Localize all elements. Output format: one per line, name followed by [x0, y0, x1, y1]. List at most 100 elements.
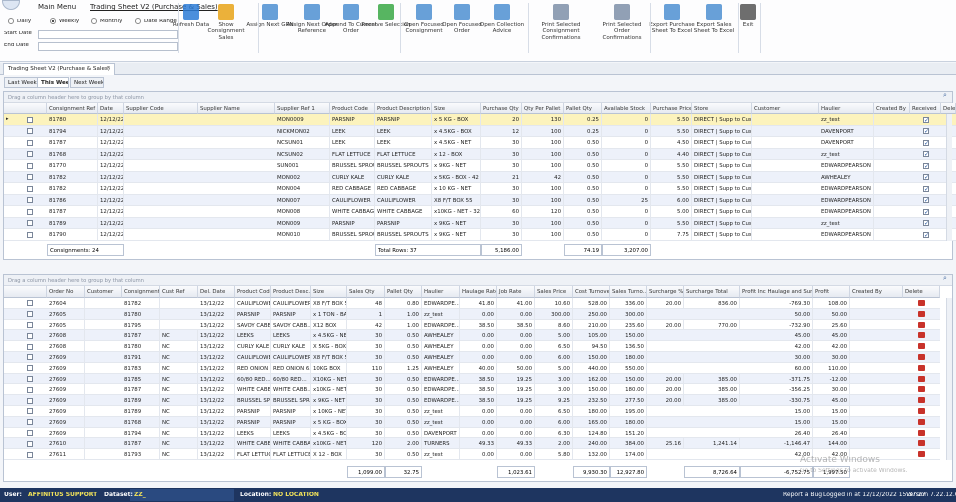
- toolbar-button[interactable]: Assign Next Order Reference: [286, 22, 338, 35]
- row-checkbox[interactable]: [27, 419, 33, 426]
- week-tab[interactable]: Next Week: [70, 77, 104, 88]
- column-header[interactable]: Sales Qty: [347, 286, 385, 298]
- column-header[interactable]: Consignment Ref: [47, 103, 98, 114]
- delete-icon[interactable]: [918, 418, 925, 425]
- grid-row[interactable]: [4, 330, 940, 342]
- received-checkbox[interactable]: ✓: [923, 116, 929, 123]
- column-header[interactable]: Surcharge Total: [684, 286, 740, 298]
- delete-icon[interactable]: [918, 321, 925, 328]
- toolbar-button[interactable]: Append To Current Order: [325, 22, 377, 35]
- row-checkbox[interactable]: [27, 451, 33, 458]
- button-icon[interactable]: [454, 4, 470, 20]
- button-icon[interactable]: [740, 4, 756, 20]
- radio[interactable]: [50, 18, 56, 24]
- week-tab[interactable]: Last Week: [4, 77, 38, 88]
- delete-icon[interactable]: [918, 343, 925, 350]
- delete-icon[interactable]: [918, 451, 925, 458]
- row-checkbox[interactable]: [27, 174, 33, 181]
- row-checkbox[interactable]: [27, 376, 33, 382]
- row-checkbox[interactable]: [27, 365, 33, 372]
- grid-row[interactable]: [4, 416, 940, 428]
- column-header[interactable]: Customer: [85, 286, 122, 298]
- grid-row[interactable]: [4, 438, 940, 450]
- column-header[interactable]: Created By: [874, 103, 910, 114]
- delete-icon[interactable]: [918, 397, 925, 404]
- column-header[interactable]: Purchase Price: [651, 103, 692, 114]
- status-text[interactable]: Report a Bug: [783, 492, 823, 498]
- column-header[interactable]: Sales Turno...: [610, 286, 647, 298]
- column-header[interactable]: Haulier: [819, 103, 874, 114]
- row-checkbox[interactable]: [27, 332, 33, 339]
- delete-icon[interactable]: [918, 429, 925, 436]
- received-checkbox[interactable]: ✓: [923, 185, 929, 192]
- toolbar-button[interactable]: Open Focused Order: [442, 22, 482, 35]
- button-icon[interactable]: [494, 4, 510, 20]
- button-icon[interactable]: [183, 4, 199, 20]
- column-header[interactable]: Supplier Code: [124, 103, 198, 114]
- received-checkbox[interactable]: ✓: [923, 220, 929, 226]
- column-header[interactable]: Customer: [752, 103, 819, 114]
- row-checkbox[interactable]: [27, 128, 33, 135]
- grid-row[interactable]: [4, 308, 940, 320]
- toolbar-button[interactable]: Open Collection Advice: [479, 22, 525, 35]
- menu-tab[interactable]: Main Menu: [38, 4, 77, 11]
- row-checkbox[interactable]: [27, 231, 33, 238]
- grid-row[interactable]: [4, 406, 940, 417]
- column-header[interactable]: Consignment: [122, 286, 160, 298]
- column-header[interactable]: Cost Turnover: [573, 286, 610, 298]
- row-checkbox[interactable]: [27, 343, 33, 350]
- column-header[interactable]: Dele: [941, 103, 956, 114]
- received-checkbox[interactable]: ✓: [923, 151, 929, 157]
- column-header[interactable]: Pallet Qty: [385, 286, 422, 298]
- radio-label[interactable]: Monthly: [100, 18, 123, 24]
- column-header[interactable]: Supplier Ref 1: [275, 103, 330, 114]
- toolbar-button[interactable]: Open Focused Consignment: [404, 22, 444, 35]
- row-checkbox[interactable]: [27, 300, 33, 307]
- delete-icon[interactable]: [918, 408, 925, 414]
- grid-row[interactable]: [4, 352, 940, 363]
- column-header[interactable]: Delete: [903, 286, 940, 298]
- radio[interactable]: [91, 18, 97, 24]
- radio[interactable]: [135, 18, 141, 24]
- column-header[interactable]: Size: [432, 103, 481, 114]
- grid-row[interactable]: [4, 373, 940, 385]
- grid-row[interactable]: [4, 449, 940, 460]
- menu-tab[interactable]: Trading Sheet V2 (Purchase & Sales): [90, 4, 218, 11]
- date-input[interactable]: [38, 30, 178, 39]
- row-checkbox[interactable]: [27, 151, 33, 158]
- column-header[interactable]: Del. Date: [198, 286, 235, 298]
- delete-icon[interactable]: [918, 386, 925, 393]
- toolbar-button[interactable]: Print Selected Order Confirmations: [602, 22, 642, 41]
- received-checkbox[interactable]: ✓: [923, 128, 929, 134]
- received-checkbox[interactable]: ✓: [923, 162, 929, 169]
- grid-row[interactable]: [4, 298, 940, 309]
- grid-row[interactable]: [4, 319, 940, 331]
- radio[interactable]: [8, 18, 14, 24]
- grid-row[interactable]: [4, 395, 940, 406]
- button-icon[interactable]: [378, 4, 394, 20]
- column-header[interactable]: Store: [692, 103, 752, 114]
- button-icon[interactable]: [416, 4, 432, 20]
- received-checkbox[interactable]: ✓: [923, 139, 929, 146]
- row-checkbox[interactable]: [27, 116, 33, 123]
- column-header[interactable]: Order No: [47, 286, 85, 298]
- received-checkbox[interactable]: ✓: [923, 208, 929, 215]
- column-header[interactable]: Sales Price: [535, 286, 573, 298]
- date-input[interactable]: [38, 42, 178, 51]
- grid-row[interactable]: [4, 341, 940, 352]
- row-checkbox[interactable]: [27, 430, 33, 436]
- column-header[interactable]: Haulier: [422, 286, 460, 298]
- row-checkbox[interactable]: [27, 354, 33, 361]
- row-checkbox[interactable]: [27, 322, 33, 328]
- toolbar-button[interactable]: Print Selected Consignment Confirmations: [541, 22, 581, 41]
- delete-icon[interactable]: [918, 375, 925, 382]
- row-checkbox[interactable]: [27, 197, 33, 204]
- toolbar-button[interactable]: Refresh Data: [172, 22, 210, 28]
- column-header[interactable]: Pallet Qty: [564, 103, 602, 114]
- radio-label[interactable]: Weekly: [59, 18, 80, 24]
- column-header[interactable]: Profit Inc Haulage and Surch...: [740, 286, 813, 298]
- column-header[interactable]: Supplier Name: [198, 103, 275, 114]
- column-header[interactable]: Profit: [813, 286, 850, 298]
- button-icon[interactable]: [262, 4, 278, 20]
- button-icon[interactable]: [304, 4, 320, 20]
